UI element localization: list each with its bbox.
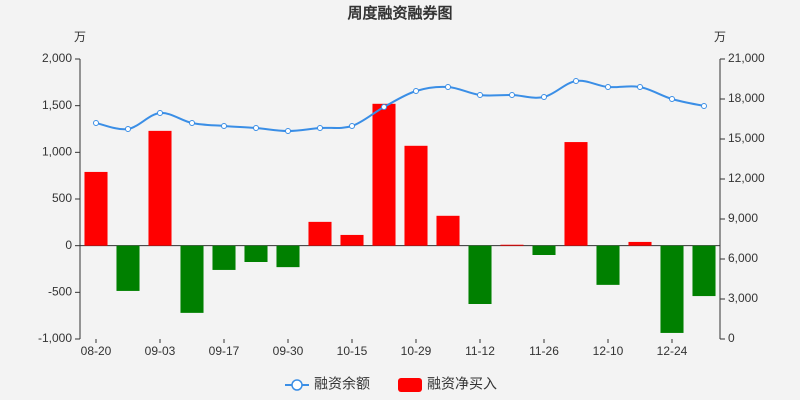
point	[125, 126, 131, 132]
point	[541, 94, 547, 100]
y2-tick-label: 3,000	[728, 291, 758, 305]
y2-unit: 万	[714, 30, 726, 44]
point	[285, 128, 291, 134]
y-tick-label: 2,000	[42, 51, 72, 65]
x-tick-label: 09-30	[273, 344, 304, 358]
bar	[84, 171, 108, 246]
x-tick-label: 11-12	[465, 344, 495, 358]
x-tick-label: 09-17	[209, 344, 240, 358]
y-tick-label: -500	[48, 285, 72, 299]
point	[669, 96, 675, 102]
x-tick-label: 11-26	[529, 344, 559, 358]
y2-tick-label: 6,000	[728, 251, 758, 265]
y2-tick-label: 15,000	[728, 131, 765, 145]
x-tick-label: 08-20	[81, 344, 112, 358]
y-unit: 万	[74, 30, 86, 44]
bar	[180, 245, 204, 313]
bar	[116, 245, 140, 291]
bar	[212, 245, 236, 270]
y-tick-label: 0	[65, 238, 72, 252]
bar	[148, 130, 172, 246]
point	[253, 125, 259, 131]
point	[381, 104, 387, 110]
point	[637, 84, 643, 90]
x-tick-label: 09-03	[145, 344, 176, 358]
bar	[468, 245, 492, 304]
bar	[532, 245, 556, 255]
bar	[244, 245, 268, 262]
x-tick-label: 12-24	[657, 344, 688, 358]
bar	[628, 241, 652, 246]
bar	[372, 103, 396, 246]
point	[573, 78, 579, 84]
y2-tick-label: 12,000	[728, 171, 765, 185]
bar	[404, 145, 428, 246]
point	[413, 88, 419, 94]
y2-tick-label: 21,000	[728, 51, 765, 65]
y-tick-label: 1,500	[42, 98, 72, 112]
point	[445, 84, 451, 90]
bar	[308, 221, 332, 246]
bar	[596, 245, 620, 285]
point	[221, 123, 227, 129]
point	[509, 92, 515, 98]
point	[317, 125, 323, 131]
point	[349, 123, 355, 129]
bar	[564, 142, 588, 246]
bar	[660, 245, 684, 333]
legend-swatch	[398, 378, 422, 392]
x-tick-label: 12-10	[593, 344, 624, 358]
y2-tick-label: 0	[728, 331, 735, 345]
legend-label: 融资净买入	[427, 376, 497, 392]
bar	[692, 245, 716, 297]
bar	[340, 234, 364, 246]
y2-tick-label: 9,000	[728, 211, 758, 225]
chart-title: 周度融资融券图	[347, 4, 452, 22]
point	[605, 84, 611, 90]
bar	[276, 245, 300, 268]
y-tick-label: -1,000	[38, 331, 72, 345]
x-tick-label: 10-15	[337, 344, 368, 358]
point	[93, 120, 99, 126]
y-tick-label: 500	[52, 191, 72, 205]
legend-label: 融资余额	[314, 376, 370, 392]
y2-tick-label: 18,000	[728, 91, 765, 105]
point	[189, 120, 195, 126]
x-tick-label: 10-29	[401, 344, 432, 358]
y-tick-label: 1,000	[42, 145, 72, 159]
point	[701, 103, 707, 109]
point	[157, 110, 163, 116]
bar	[436, 215, 460, 246]
legend-point	[291, 379, 303, 391]
bar	[500, 244, 524, 246]
point	[477, 92, 483, 98]
